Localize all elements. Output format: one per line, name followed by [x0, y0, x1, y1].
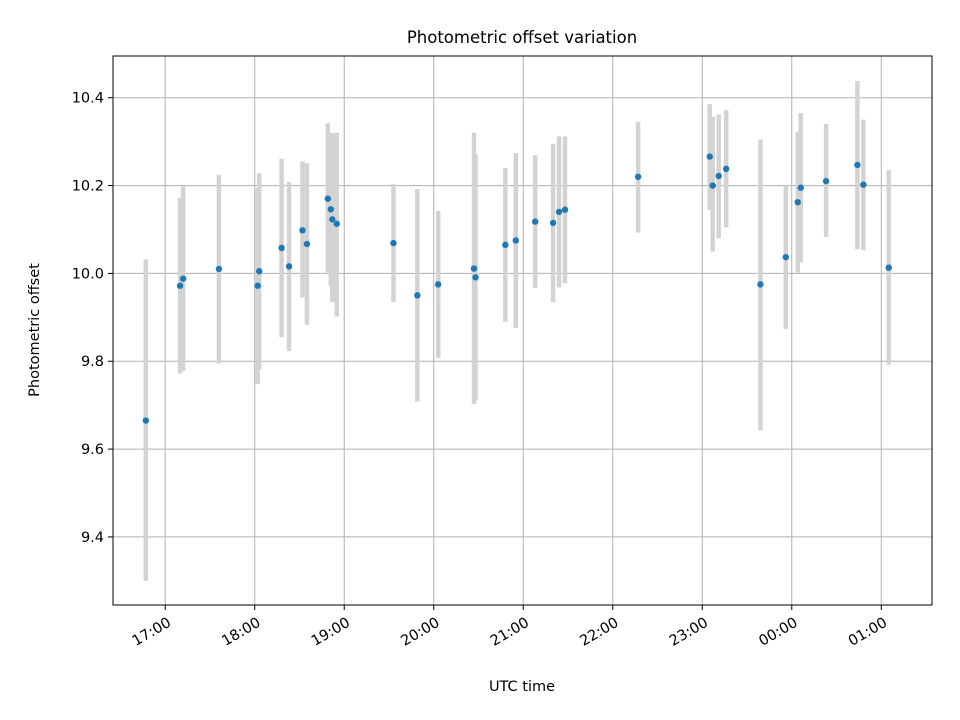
data-point	[470, 265, 478, 272]
y-tick-label: 10.4	[72, 91, 104, 107]
data-point	[634, 173, 642, 180]
y-tick-label: 9.6	[81, 442, 104, 458]
data-point	[255, 268, 263, 275]
data-point	[782, 253, 790, 261]
data-point	[549, 219, 557, 227]
data-point	[390, 239, 397, 247]
y-tick-label: 10.0	[72, 266, 104, 282]
y-tick-label: 9.4	[81, 530, 104, 546]
data-point	[512, 237, 519, 244]
data-point	[472, 274, 479, 281]
data-point	[722, 165, 730, 173]
data-point	[706, 153, 713, 160]
data-point	[179, 275, 187, 282]
data-point	[715, 172, 722, 180]
data-point	[794, 199, 801, 206]
data-point	[822, 177, 830, 185]
data-point	[757, 281, 764, 288]
data-point	[414, 292, 421, 299]
data-point	[435, 281, 442, 288]
y-axis: 9.4 9.6 9.8 10.0 10.2 10.4	[72, 91, 113, 546]
data-point	[176, 282, 184, 289]
y-tick-label: 9.8	[81, 354, 104, 370]
y-tick-label: 10.2	[72, 179, 104, 195]
grid-lines	[113, 56, 932, 605]
data-point	[329, 216, 336, 223]
x-axis-label: UTC time	[489, 679, 555, 695]
data-point	[502, 241, 509, 249]
data-point	[885, 264, 892, 271]
data-point	[254, 282, 261, 289]
data-point	[797, 184, 804, 191]
data-markers	[142, 153, 892, 424]
data-point	[555, 208, 563, 216]
plot-area	[112, 55, 933, 606]
plot-frame	[112, 55, 933, 606]
data-point	[531, 218, 539, 225]
data-point	[299, 227, 306, 234]
data-point	[709, 182, 716, 189]
data-point	[327, 206, 335, 213]
chart-title: Photometric offset variation	[407, 28, 637, 47]
data-point	[142, 417, 150, 424]
data-point	[333, 220, 340, 227]
y-axis-label: Photometric offset	[27, 263, 43, 397]
data-point	[303, 240, 311, 248]
data-point	[860, 181, 867, 188]
data-point	[278, 244, 285, 252]
plot-background	[113, 56, 932, 605]
data-point	[215, 265, 223, 273]
data-point	[324, 195, 332, 202]
data-point	[285, 263, 293, 270]
data-point	[561, 206, 569, 213]
data-point	[854, 161, 861, 169]
